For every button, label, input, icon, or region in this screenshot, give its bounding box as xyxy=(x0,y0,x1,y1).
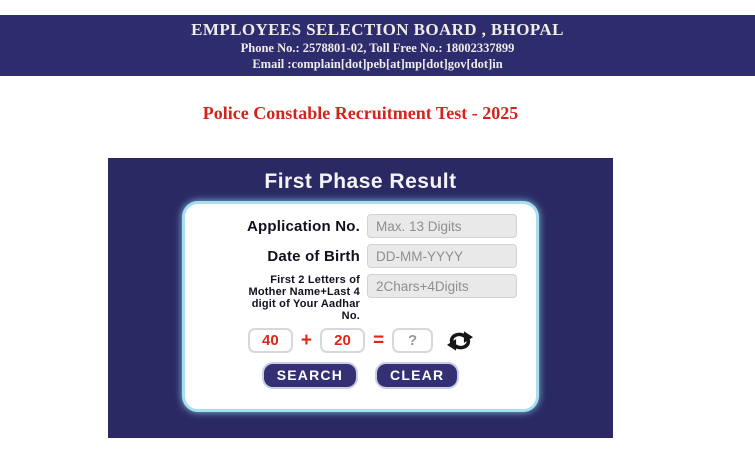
email-line: Email :complain[dot]peb[at]mp[dot]gov[do… xyxy=(252,56,503,71)
date-of-birth-label: Date of Birth xyxy=(267,247,360,265)
application-no-label: Application No. xyxy=(247,217,360,235)
captcha-operand-2: 20 xyxy=(320,328,365,353)
phone-line: Phone No.: 2578801-02, Toll Free No.: 18… xyxy=(240,40,515,55)
captcha-operand-1: 40 xyxy=(247,328,293,353)
captcha-row: 40 + 20 = xyxy=(185,328,536,353)
result-form-panel: Application No. Date of Birth First 2 Le… xyxy=(182,201,539,412)
mother-aadhar-label: First 2 Letters of Mother Name+Last 4 di… xyxy=(248,274,360,322)
mother-aadhar-input[interactable] xyxy=(367,274,517,298)
form-row-mother-aadhar: First 2 Letters of Mother Name+Last 4 di… xyxy=(185,274,536,322)
page-title: Police Constable Recruitment Test - 2025 xyxy=(202,103,519,123)
captcha-plus-sign: + xyxy=(300,330,312,351)
result-card-title: First Phase Result xyxy=(264,170,457,193)
captcha-equals-sign: = xyxy=(373,330,385,351)
clear-button[interactable]: CLEAR xyxy=(375,362,460,389)
refresh-icon[interactable] xyxy=(447,330,474,351)
captcha-answer-input[interactable] xyxy=(392,328,434,353)
org-name: EMPLOYEES SELECTION BOARD , BHOPAL xyxy=(191,19,564,39)
form-row-date-of-birth: Date of Birth xyxy=(185,244,536,268)
header-bar: EMPLOYEES SELECTION BOARD , BHOPAL Phone… xyxy=(0,15,755,76)
search-button[interactable]: SEARCH xyxy=(261,362,359,389)
application-no-input[interactable] xyxy=(367,214,517,238)
result-card: First Phase Result Application No. Date … xyxy=(108,158,613,438)
date-of-birth-input[interactable] xyxy=(367,244,517,268)
button-row: SEARCH CLEAR xyxy=(185,362,536,389)
form-row-application-no: Application No. xyxy=(185,214,536,238)
